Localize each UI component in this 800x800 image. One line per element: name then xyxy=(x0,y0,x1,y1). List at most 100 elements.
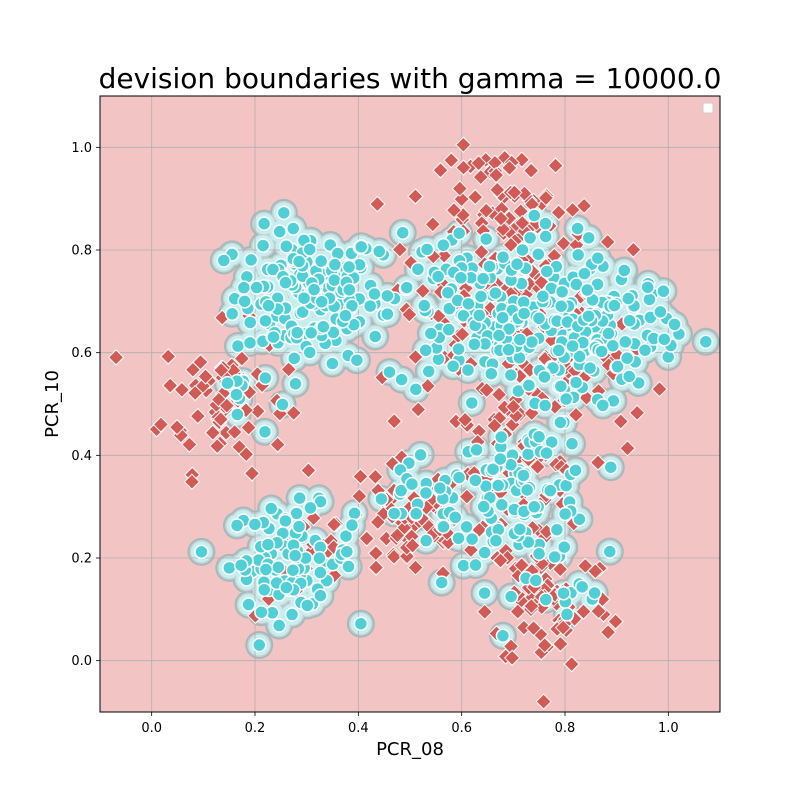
class0-point xyxy=(492,210,510,227)
class1-point xyxy=(601,326,616,341)
class1-point xyxy=(521,378,537,393)
class0-point xyxy=(454,326,471,343)
class0-point xyxy=(554,619,572,636)
class1-point xyxy=(516,468,531,483)
class1-point xyxy=(302,345,317,360)
class1-point xyxy=(493,451,508,467)
class1-point xyxy=(265,262,281,277)
class1-point xyxy=(581,308,596,324)
class0-point xyxy=(563,655,580,673)
class0-point xyxy=(398,548,416,565)
class1-point xyxy=(353,616,369,631)
class1-point xyxy=(556,585,571,601)
class1-point xyxy=(554,284,570,300)
class0-point xyxy=(407,559,424,576)
class0-point xyxy=(522,162,540,179)
class1-point xyxy=(460,362,476,378)
class0-point xyxy=(367,468,384,485)
class1-point xyxy=(476,499,491,514)
class0-point xyxy=(458,488,476,505)
class1-point xyxy=(300,598,315,613)
class1-point xyxy=(520,446,536,462)
class0-point xyxy=(168,419,186,436)
class0-point xyxy=(269,436,286,453)
class0-point xyxy=(486,417,503,434)
class1-point xyxy=(570,221,585,236)
class1-point xyxy=(503,589,519,604)
class1-point xyxy=(531,311,547,326)
class1-point xyxy=(224,306,240,322)
class1-point xyxy=(284,607,300,622)
class0-point xyxy=(453,190,470,208)
class1-point xyxy=(468,473,483,488)
class1-point xyxy=(527,499,542,515)
class1-point xyxy=(303,500,318,516)
class1-point xyxy=(574,579,590,595)
class1-point xyxy=(535,289,551,304)
class0-point xyxy=(160,348,177,365)
class1-point xyxy=(279,580,294,595)
class1-point xyxy=(581,230,597,246)
class1-point xyxy=(314,294,329,310)
class1-point xyxy=(698,334,714,350)
class0-point xyxy=(385,548,403,566)
class1-point xyxy=(464,531,480,547)
class1-point xyxy=(594,344,609,359)
class1-point xyxy=(430,269,446,284)
y-axis-label: PCR_10 xyxy=(42,370,63,438)
class1-point xyxy=(464,395,480,411)
chart-title: devision boundaries with gamma = 10000.0 xyxy=(99,62,722,95)
class1-point xyxy=(436,237,451,253)
class1-point xyxy=(313,253,329,269)
class0-point xyxy=(555,235,572,252)
class1-point xyxy=(380,306,395,322)
class0-point xyxy=(445,201,463,219)
class1-point xyxy=(285,562,301,578)
class1-point xyxy=(408,506,424,521)
class1-point xyxy=(306,282,322,297)
class1-point xyxy=(367,286,382,302)
class1-point xyxy=(509,256,525,272)
class0-point xyxy=(478,381,495,399)
class0-point xyxy=(551,561,569,578)
class0-point xyxy=(625,241,642,258)
class1-point xyxy=(445,358,461,374)
class0-point xyxy=(209,437,226,455)
class1-point xyxy=(570,247,586,263)
class0-point xyxy=(367,559,385,576)
class0-point xyxy=(467,188,484,206)
class1-point xyxy=(565,338,580,354)
class1-point xyxy=(395,225,410,240)
class0-point xyxy=(492,552,509,569)
class0-point xyxy=(599,233,616,251)
class1-point xyxy=(371,244,387,259)
class1-point xyxy=(230,338,246,354)
y-tick-label: 0.4 xyxy=(71,449,92,464)
class0-point xyxy=(407,188,424,205)
class1-point xyxy=(278,513,293,529)
class0-point xyxy=(612,413,629,430)
class1-point xyxy=(610,359,625,374)
class0-point xyxy=(107,349,125,366)
class0-point xyxy=(506,184,523,201)
class0-point xyxy=(419,377,436,395)
class1-point xyxy=(367,329,383,344)
class1-point xyxy=(272,224,287,239)
class1-point xyxy=(275,397,290,412)
class0-point xyxy=(502,236,520,254)
class0-point xyxy=(249,403,266,420)
axis-ticks: 0.0 0.0 0.2 0.2 0.4 0.4 0.6 0.6 0.8 0.8 1.0 1.0 xyxy=(71,141,678,736)
class1-point xyxy=(399,280,415,295)
class0-point xyxy=(490,386,508,403)
class1-point xyxy=(537,369,552,385)
class1-point xyxy=(312,550,327,566)
class1-point xyxy=(607,298,622,313)
class1-point xyxy=(553,415,568,430)
class1-point xyxy=(595,398,611,413)
x-tick-label: 0.4 xyxy=(348,721,369,736)
class1-point xyxy=(622,313,637,328)
class1-point xyxy=(254,604,269,620)
class1-point xyxy=(501,321,517,337)
class1-point xyxy=(243,252,259,268)
